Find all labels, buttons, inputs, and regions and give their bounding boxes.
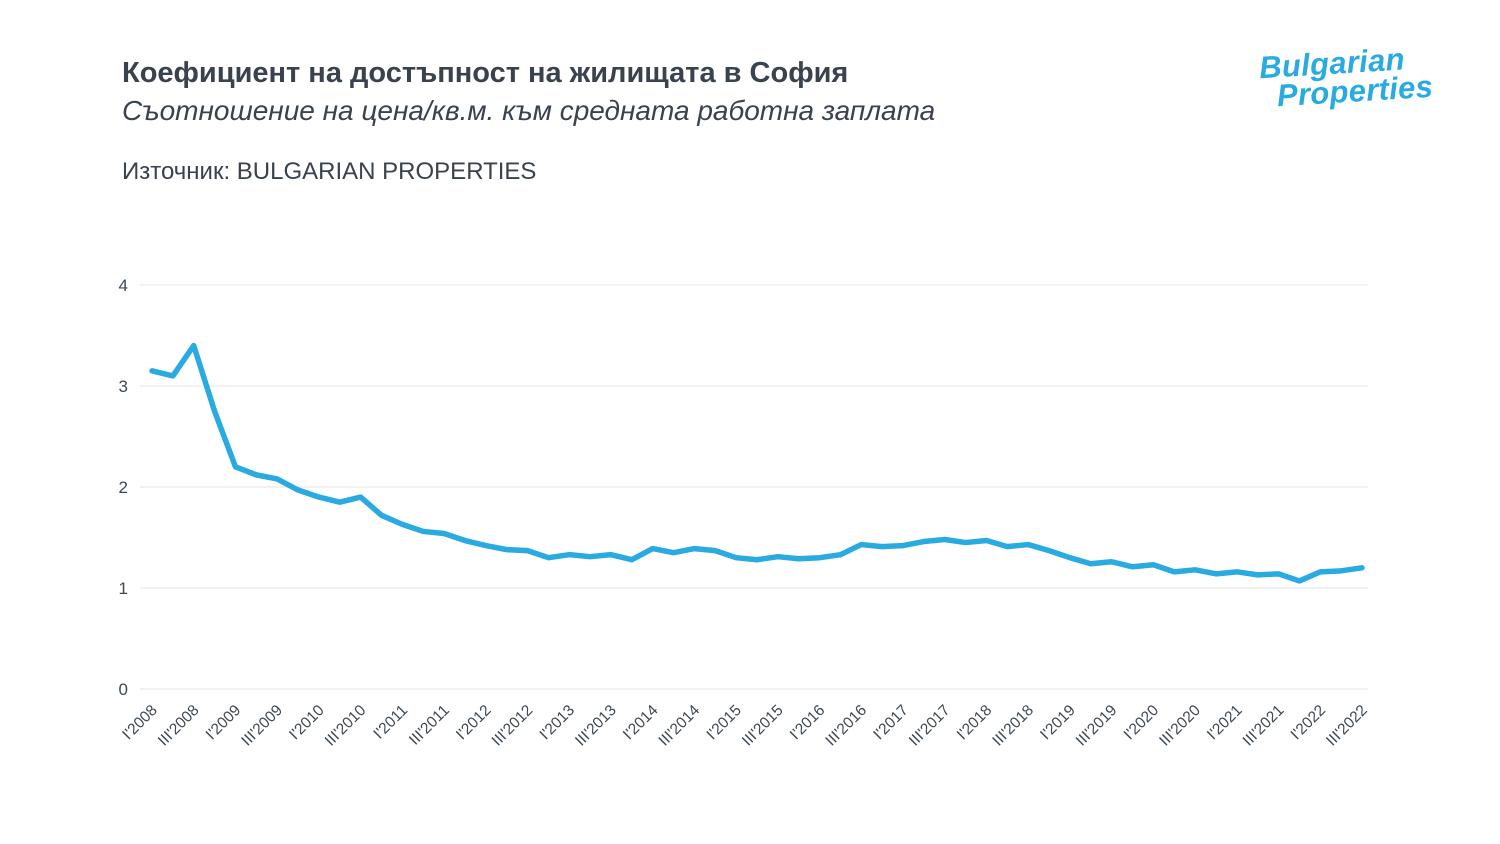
affordability-line-series [149, 342, 1365, 584]
page-subtitle: Съотношение на цена/кв.м. към средната р… [122, 95, 936, 127]
x-axis-tick-label: III'2008 [155, 702, 203, 750]
source-label: Източник: BULGARIAN PROPERTIES [122, 158, 537, 186]
x-axis-tick-label: III'2018 [989, 702, 1037, 750]
bulgarian-properties-logo: Bulgarian Properties [1258, 41, 1434, 113]
x-axis-tick-label: III'2022 [1323, 702, 1371, 750]
x-axis-tick-label: III'2020 [1156, 702, 1204, 750]
y-axis-tick-label: 0 [119, 680, 128, 699]
x-axis-tick-label: III'2015 [739, 702, 787, 750]
page-title: Коефициент на достъпност на жилищата в С… [122, 57, 849, 89]
x-axis-tick-label: III'2021 [1240, 702, 1288, 750]
x-axis-tick-label: III'2010 [322, 702, 370, 750]
y-axis-tick-label: 4 [119, 276, 128, 295]
x-axis-tick-label: III'2013 [572, 702, 620, 750]
x-axis-tick-label: III'2012 [489, 702, 537, 750]
y-axis-tick-label: 3 [119, 377, 128, 396]
x-axis-tick-label: III'2016 [822, 702, 870, 750]
y-axis-tick-label: 1 [119, 579, 128, 598]
x-axis-tick-label: III'2019 [1073, 702, 1121, 750]
y-axis-tick-label: 2 [119, 478, 128, 497]
x-axis-tick-label: III'2011 [406, 702, 453, 749]
x-axis-tick-label: III'2014 [656, 702, 704, 750]
x-axis-tick-label: III'2009 [238, 702, 286, 750]
chart-header: Коефициент на достъпност на жилищата в С… [122, 55, 935, 186]
x-axis-tick-label: III'2017 [906, 702, 954, 750]
